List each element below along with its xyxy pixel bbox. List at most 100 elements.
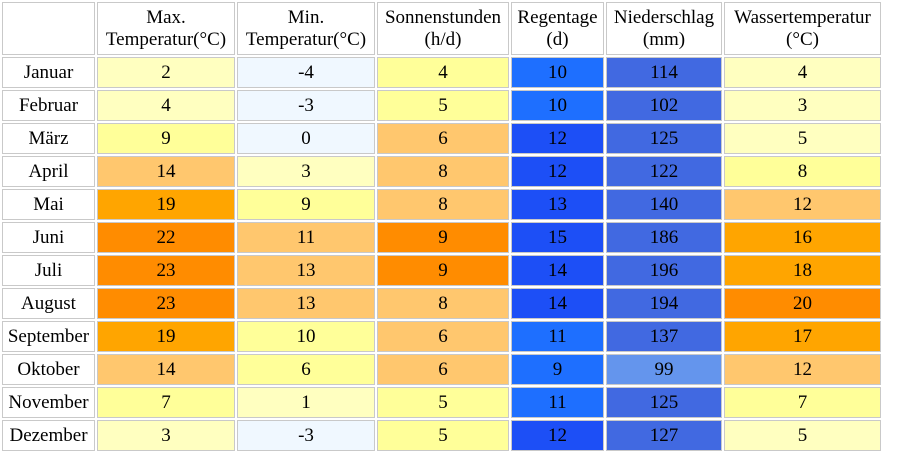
min-temperature-cell: 10 (237, 321, 375, 352)
max-temperature-cell: 3 (97, 420, 235, 451)
sunshine-hours-cell: 4 (377, 57, 509, 88)
rain-days-cell: 12 (511, 123, 604, 154)
min-temperature-cell: 11 (237, 222, 375, 253)
min-temperature-cell: 3 (237, 156, 375, 187)
climate-table-body: Januar 2 -4 4 10 114 4 Februar 4 -3 5 10 102 3 März 9 0 6… (2, 57, 881, 451)
rain-days-cell: 12 (511, 420, 604, 451)
month-label: August (2, 288, 95, 319)
water-temperature-cell: 12 (724, 354, 881, 385)
sunshine-hours-cell: 8 (377, 189, 509, 220)
min-temperature-cell: 1 (237, 387, 375, 418)
month-label: Oktober (2, 354, 95, 385)
table-row: Januar 2 -4 4 10 114 4 (2, 57, 881, 88)
rain-days-cell: 10 (511, 57, 604, 88)
water-temperature-cell: 18 (724, 255, 881, 286)
max-temperature-cell: 19 (97, 321, 235, 352)
sunshine-hours-cell: 9 (377, 222, 509, 253)
min-temperature-cell: 6 (237, 354, 375, 385)
rain-days-cell: 14 (511, 255, 604, 286)
min-temperature-cell: -3 (237, 420, 375, 451)
precipitation-cell: 196 (606, 255, 722, 286)
rain-days-cell: 11 (511, 321, 604, 352)
sunshine-hours-cell: 6 (377, 321, 509, 352)
rain-days-cell: 11 (511, 387, 604, 418)
table-row: Februar 4 -3 5 10 102 3 (2, 90, 881, 121)
table-row: Juli 23 13 9 14 196 18 (2, 255, 881, 286)
max-temperature-cell: 22 (97, 222, 235, 253)
max-temperature-cell: 19 (97, 189, 235, 220)
rain-days-cell: 13 (511, 189, 604, 220)
precipitation-cell: 114 (606, 57, 722, 88)
table-row: August 23 13 8 14 194 20 (2, 288, 881, 319)
rain-days-cell: 10 (511, 90, 604, 121)
month-label: Februar (2, 90, 95, 121)
sunshine-hours-cell: 6 (377, 354, 509, 385)
water-temperature-cell: 5 (724, 420, 881, 451)
max-temperature-cell: 23 (97, 255, 235, 286)
table-row: Oktober 14 6 6 9 99 12 (2, 354, 881, 385)
sunshine-hours-cell: 5 (377, 420, 509, 451)
water-temperature-cell: 4 (724, 57, 881, 88)
sunshine-hours-cell: 8 (377, 288, 509, 319)
rain-days-cell: 12 (511, 156, 604, 187)
table-row: März 9 0 6 12 125 5 (2, 123, 881, 154)
table-row: September 19 10 6 11 137 17 (2, 321, 881, 352)
precipitation-cell: 137 (606, 321, 722, 352)
max-temperature-cell: 23 (97, 288, 235, 319)
month-label: April (2, 156, 95, 187)
water-temperature-cell: 8 (724, 156, 881, 187)
table-row: November 7 1 5 11 125 7 (2, 387, 881, 418)
precipitation-cell: 140 (606, 189, 722, 220)
min-temperature-cell: -3 (237, 90, 375, 121)
rain-days-cell: 14 (511, 288, 604, 319)
max-temperature-cell: 7 (97, 387, 235, 418)
header-corner (2, 2, 95, 55)
min-temperature-cell: 0 (237, 123, 375, 154)
precipitation-cell: 122 (606, 156, 722, 187)
header-sunshine-hours: Sonnenstunden (h/d) (377, 2, 509, 55)
water-temperature-cell: 16 (724, 222, 881, 253)
sunshine-hours-cell: 5 (377, 90, 509, 121)
month-label: März (2, 123, 95, 154)
precipitation-cell: 186 (606, 222, 722, 253)
max-temperature-cell: 2 (97, 57, 235, 88)
month-label: November (2, 387, 95, 418)
month-label: September (2, 321, 95, 352)
header-precipitation: Niederschlag (mm) (606, 2, 722, 55)
rain-days-cell: 9 (511, 354, 604, 385)
water-temperature-cell: 7 (724, 387, 881, 418)
water-temperature-cell: 3 (724, 90, 881, 121)
month-label: Juni (2, 222, 95, 253)
max-temperature-cell: 4 (97, 90, 235, 121)
table-row: Dezember 3 -3 5 12 127 5 (2, 420, 881, 451)
precipitation-cell: 194 (606, 288, 722, 319)
header-min-temperature: Min. Temperatur(°C) (237, 2, 375, 55)
month-label: Juli (2, 255, 95, 286)
water-temperature-cell: 20 (724, 288, 881, 319)
table-row: Juni 22 11 9 15 186 16 (2, 222, 881, 253)
sunshine-hours-cell: 6 (377, 123, 509, 154)
precipitation-cell: 127 (606, 420, 722, 451)
table-row: April 14 3 8 12 122 8 (2, 156, 881, 187)
month-label: Januar (2, 57, 95, 88)
month-label: Dezember (2, 420, 95, 451)
header-water-temperature: Wassertemperatur (°C) (724, 2, 881, 55)
month-label: Mai (2, 189, 95, 220)
rain-days-cell: 15 (511, 222, 604, 253)
min-temperature-cell: -4 (237, 57, 375, 88)
max-temperature-cell: 14 (97, 156, 235, 187)
max-temperature-cell: 9 (97, 123, 235, 154)
table-row: Mai 19 9 8 13 140 12 (2, 189, 881, 220)
precipitation-cell: 125 (606, 387, 722, 418)
max-temperature-cell: 14 (97, 354, 235, 385)
min-temperature-cell: 13 (237, 255, 375, 286)
water-temperature-cell: 5 (724, 123, 881, 154)
sunshine-hours-cell: 5 (377, 387, 509, 418)
precipitation-cell: 99 (606, 354, 722, 385)
sunshine-hours-cell: 9 (377, 255, 509, 286)
header-rain-days: Regentage (d) (511, 2, 604, 55)
header-max-temperature: Max. Temperatur(°C) (97, 2, 235, 55)
min-temperature-cell: 13 (237, 288, 375, 319)
water-temperature-cell: 12 (724, 189, 881, 220)
